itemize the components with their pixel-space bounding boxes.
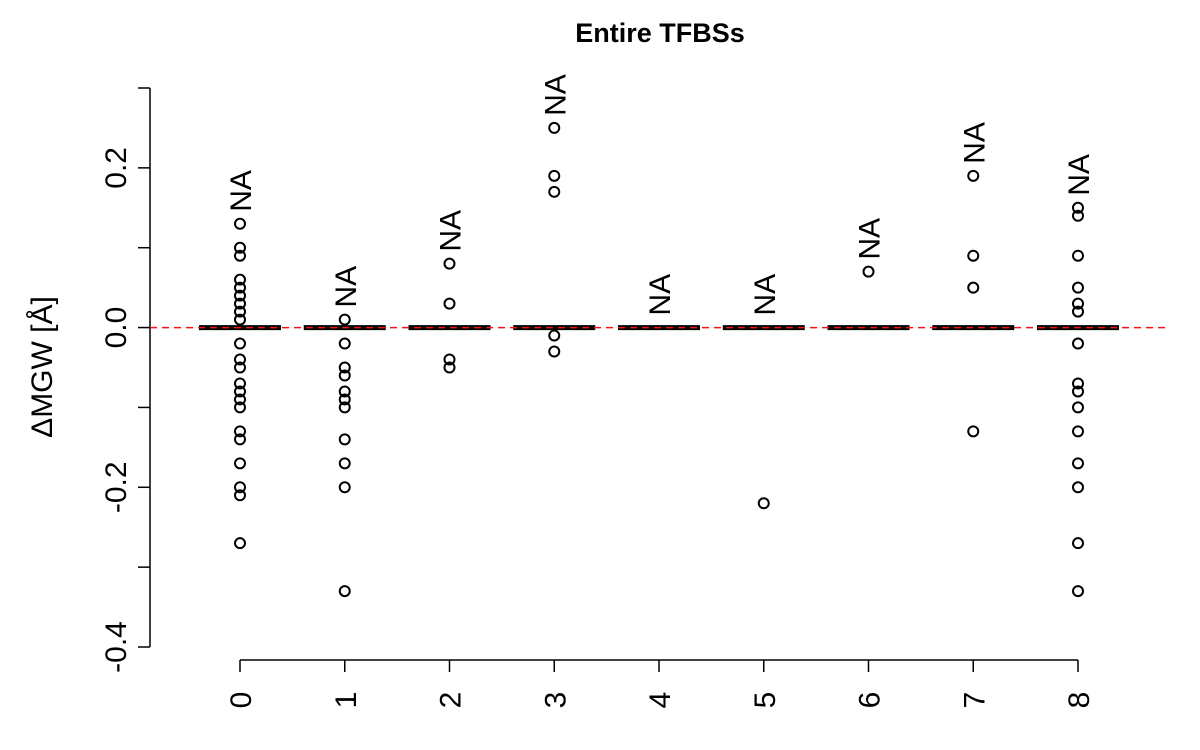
x-tick-label: 3	[539, 692, 572, 709]
x-tick-label: 4	[644, 692, 677, 709]
outlier	[234, 425, 246, 438]
outlier	[234, 489, 246, 502]
outlier	[234, 457, 246, 470]
x-tick-label: 5	[749, 692, 782, 709]
outlier	[967, 281, 980, 294]
outlier	[1072, 209, 1084, 222]
outlier	[443, 297, 456, 310]
outlier	[338, 361, 351, 374]
outlier	[1072, 377, 1084, 390]
outlier	[234, 377, 246, 390]
na-label: NA	[539, 74, 572, 116]
x-tick-label: 1	[330, 692, 363, 709]
outlier	[338, 385, 351, 398]
outlier	[234, 385, 246, 398]
outlier	[234, 273, 246, 286]
outlier	[1072, 281, 1084, 294]
outlier	[548, 169, 561, 182]
outlier	[443, 353, 456, 366]
outlier	[967, 425, 980, 438]
outlier	[1072, 537, 1084, 550]
outlier	[234, 537, 246, 550]
y-tick-label: 0.2	[100, 147, 133, 189]
na-label: NA	[854, 218, 887, 260]
outlier	[234, 401, 246, 414]
outlier	[967, 249, 980, 262]
outlier	[234, 305, 246, 318]
outlier	[338, 457, 351, 470]
y-tick-label: 0.0	[100, 307, 133, 349]
x-tick-label: 7	[958, 692, 991, 709]
outlier	[338, 401, 351, 414]
outlier	[1072, 457, 1084, 470]
outlier	[1072, 249, 1084, 262]
outlier	[1072, 585, 1084, 598]
outlier	[234, 433, 246, 446]
outlier	[234, 217, 246, 230]
outlier	[234, 289, 246, 302]
outlier	[234, 361, 246, 374]
outlier	[338, 337, 351, 350]
chart-title: Entire TFBSs	[575, 18, 745, 48]
outlier	[967, 169, 980, 182]
outlier	[234, 337, 246, 350]
outlier	[1072, 481, 1084, 494]
na-label: NA	[958, 122, 991, 164]
outlier	[1072, 337, 1084, 350]
x-tick-label: 0	[225, 692, 258, 709]
outlier	[1072, 401, 1084, 414]
outlier	[234, 281, 246, 294]
outlier	[1072, 297, 1084, 310]
outlier	[234, 249, 246, 262]
outlier	[234, 481, 246, 494]
na-label: NA	[225, 170, 258, 212]
outlier	[862, 265, 875, 278]
outlier	[338, 433, 351, 446]
outlier	[1072, 385, 1084, 398]
y-axis-label: ΔMGW [Å]	[26, 296, 59, 438]
outlier	[548, 329, 561, 342]
y-tick-label: -0.2	[100, 461, 133, 513]
na-label: NA	[330, 266, 363, 308]
outlier	[548, 121, 561, 134]
na-label: NA	[749, 274, 782, 316]
outlier	[757, 497, 770, 510]
na-label: NA	[1063, 154, 1096, 196]
outlier	[548, 185, 561, 198]
x-tick-label: 2	[435, 692, 468, 709]
outlier	[443, 361, 456, 374]
x-tick-label: 6	[854, 692, 887, 709]
na-label: NA	[435, 210, 468, 252]
outlier	[1072, 425, 1084, 438]
outlier	[338, 313, 351, 326]
outlier	[548, 345, 561, 358]
x-tick-label: 8	[1063, 692, 1096, 709]
outlier	[234, 353, 246, 366]
outlier	[1072, 305, 1084, 318]
outlier	[338, 369, 351, 382]
outlier	[234, 393, 246, 406]
outlier	[338, 481, 351, 494]
outlier	[234, 241, 246, 254]
outlier	[234, 297, 246, 310]
y-tick-label: -0.4	[100, 621, 133, 673]
outlier	[443, 257, 456, 270]
na-label: NA	[644, 274, 677, 316]
outlier	[234, 313, 246, 326]
outlier	[338, 393, 351, 406]
outlier	[338, 585, 351, 598]
outlier	[1072, 201, 1084, 214]
